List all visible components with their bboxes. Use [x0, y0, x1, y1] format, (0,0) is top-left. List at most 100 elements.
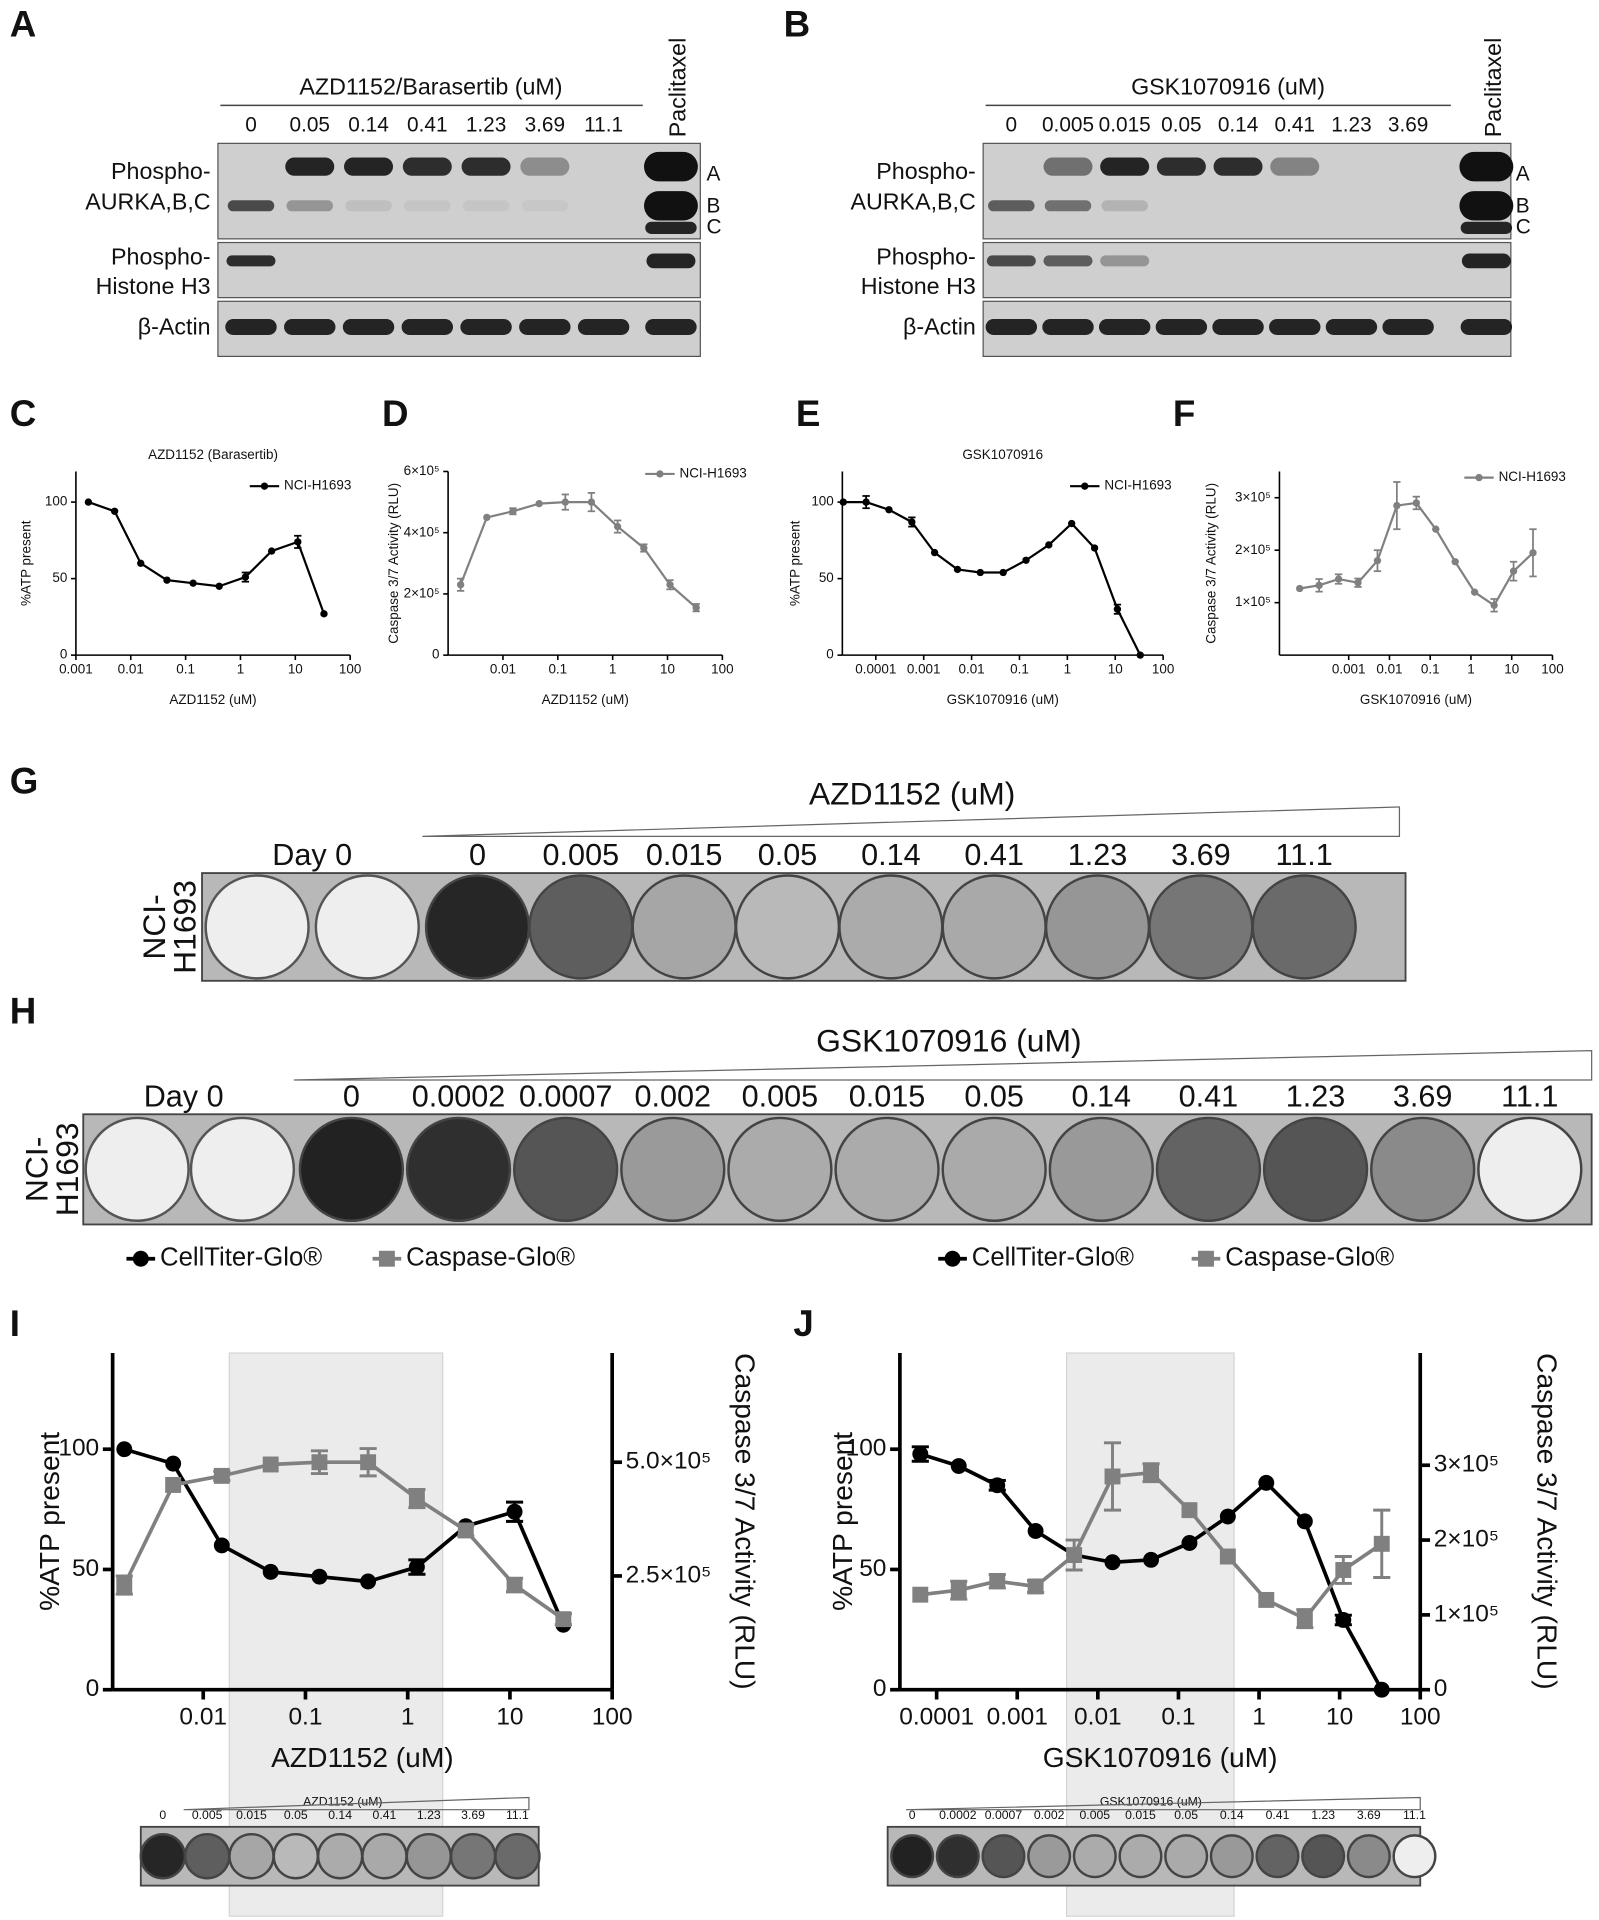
dose-label: 0 — [343, 1079, 360, 1113]
data-point — [1027, 1523, 1044, 1539]
band — [646, 253, 696, 269]
data-point — [1219, 1508, 1236, 1525]
band-label: A — [706, 163, 720, 186]
dose-label: 0 — [909, 1808, 916, 1822]
band — [226, 255, 276, 267]
x-axis-label: AZD1152 (uM) — [271, 1742, 454, 1773]
band — [461, 157, 511, 176]
data-point — [1509, 567, 1518, 575]
band-label: A — [1516, 163, 1530, 186]
y-axis-label: %ATP present — [787, 520, 802, 606]
y2-axis-label: Caspase 3/7 Activity (RLU) — [730, 1353, 761, 1689]
data-point — [1066, 1547, 1083, 1563]
legend-label: NCI-H1693 — [1499, 469, 1566, 484]
x-tick-label: 10 — [660, 662, 675, 677]
band — [645, 319, 697, 335]
x-tick-label: 100 — [1541, 662, 1563, 677]
band — [1155, 319, 1208, 335]
well — [1255, 1834, 1300, 1879]
blot-strip — [982, 241, 1512, 299]
dose-label: 1.23 — [1311, 1808, 1335, 1822]
dose-label: 0.14 — [1220, 1808, 1244, 1822]
x-axis-label: GSK1070916 (uM) — [1360, 692, 1472, 707]
x-tick-label: 1 — [1467, 662, 1474, 677]
data-point — [294, 538, 302, 546]
data-point — [1181, 1502, 1198, 1519]
band — [644, 151, 698, 182]
lane-label: 0.14 — [1218, 114, 1258, 137]
lane-label: 0.005 — [1042, 114, 1094, 137]
data-point — [116, 1441, 133, 1458]
row-label: Phospho- — [876, 244, 976, 270]
data-point — [1373, 1535, 1390, 1552]
dose-wedge — [422, 806, 1401, 837]
data-point — [213, 1467, 230, 1484]
x-tick-label: 10 — [1504, 662, 1519, 677]
dose-label: 0.015 — [1125, 1808, 1156, 1822]
dose-label: 11.1 — [1403, 1808, 1426, 1822]
well — [1301, 1834, 1346, 1879]
data-point — [1027, 1578, 1044, 1595]
dose-label: 11.1 — [506, 1808, 529, 1822]
y-tick-label: 1×10⁵ — [1235, 594, 1271, 609]
plate-title: GSK1070916 (uM) — [816, 1023, 1081, 1059]
band-label: B — [1516, 195, 1530, 218]
well — [1027, 1834, 1072, 1879]
band — [1212, 319, 1264, 335]
data-point — [241, 573, 250, 581]
x-axis-label: GSK1070916 (uM) — [947, 692, 1059, 707]
data-point — [506, 1577, 523, 1594]
dose-wedge — [183, 1796, 530, 1811]
band — [985, 319, 1038, 335]
data-point — [1296, 1610, 1313, 1627]
plate-title: GSK1070916 (uM) — [1100, 1795, 1202, 1809]
dose-label: 0.015 — [236, 1808, 267, 1822]
band — [345, 200, 392, 212]
data-point — [1373, 557, 1382, 565]
lane-label: 0.015 — [1099, 114, 1151, 137]
data-point — [912, 1586, 929, 1603]
series-line — [843, 500, 1142, 656]
data-point — [215, 582, 223, 590]
band — [1460, 221, 1513, 234]
well — [228, 1832, 275, 1880]
well — [1477, 1116, 1583, 1223]
data-point — [189, 579, 197, 587]
dose-label: 0.005 — [1080, 1808, 1111, 1822]
data-point — [457, 1522, 474, 1539]
band — [1213, 157, 1263, 176]
lane-label: 0.14 — [348, 114, 388, 137]
panel-letter: E — [796, 393, 821, 434]
well — [1346, 1834, 1391, 1879]
band — [519, 319, 571, 335]
well — [727, 1116, 833, 1223]
dose-label: 0.14 — [328, 1808, 352, 1822]
x-tick-label: 1 — [1252, 1703, 1266, 1730]
band — [1100, 157, 1150, 176]
data-point — [1181, 1535, 1198, 1551]
data-point — [1451, 558, 1459, 566]
well — [1392, 1834, 1437, 1879]
y-tick-label: 3×10⁵ — [1235, 489, 1271, 504]
well — [1072, 1834, 1117, 1879]
data-point — [976, 568, 984, 577]
cell-line-label: H1693 — [167, 880, 203, 974]
dose-label: 0 — [159, 1808, 166, 1822]
band — [1270, 157, 1320, 176]
well — [935, 1834, 980, 1879]
data-point — [1143, 1464, 1159, 1481]
data-point — [1258, 1474, 1275, 1491]
dose-label: 3.69 — [1171, 838, 1231, 872]
dose-label: 0.05 — [964, 1079, 1024, 1113]
x-tick-label: 0.01 — [1376, 662, 1402, 677]
y-tick-label: 0 — [432, 647, 439, 662]
data-point — [262, 1456, 279, 1473]
band — [577, 319, 630, 335]
y2-tick-label: 5.0×10⁵ — [626, 1448, 712, 1475]
data-point — [989, 1477, 1006, 1494]
data-point — [839, 498, 847, 506]
data-point — [1136, 651, 1144, 659]
data-point — [555, 1611, 572, 1628]
series-line — [122, 1460, 565, 1621]
data-point — [456, 581, 465, 589]
